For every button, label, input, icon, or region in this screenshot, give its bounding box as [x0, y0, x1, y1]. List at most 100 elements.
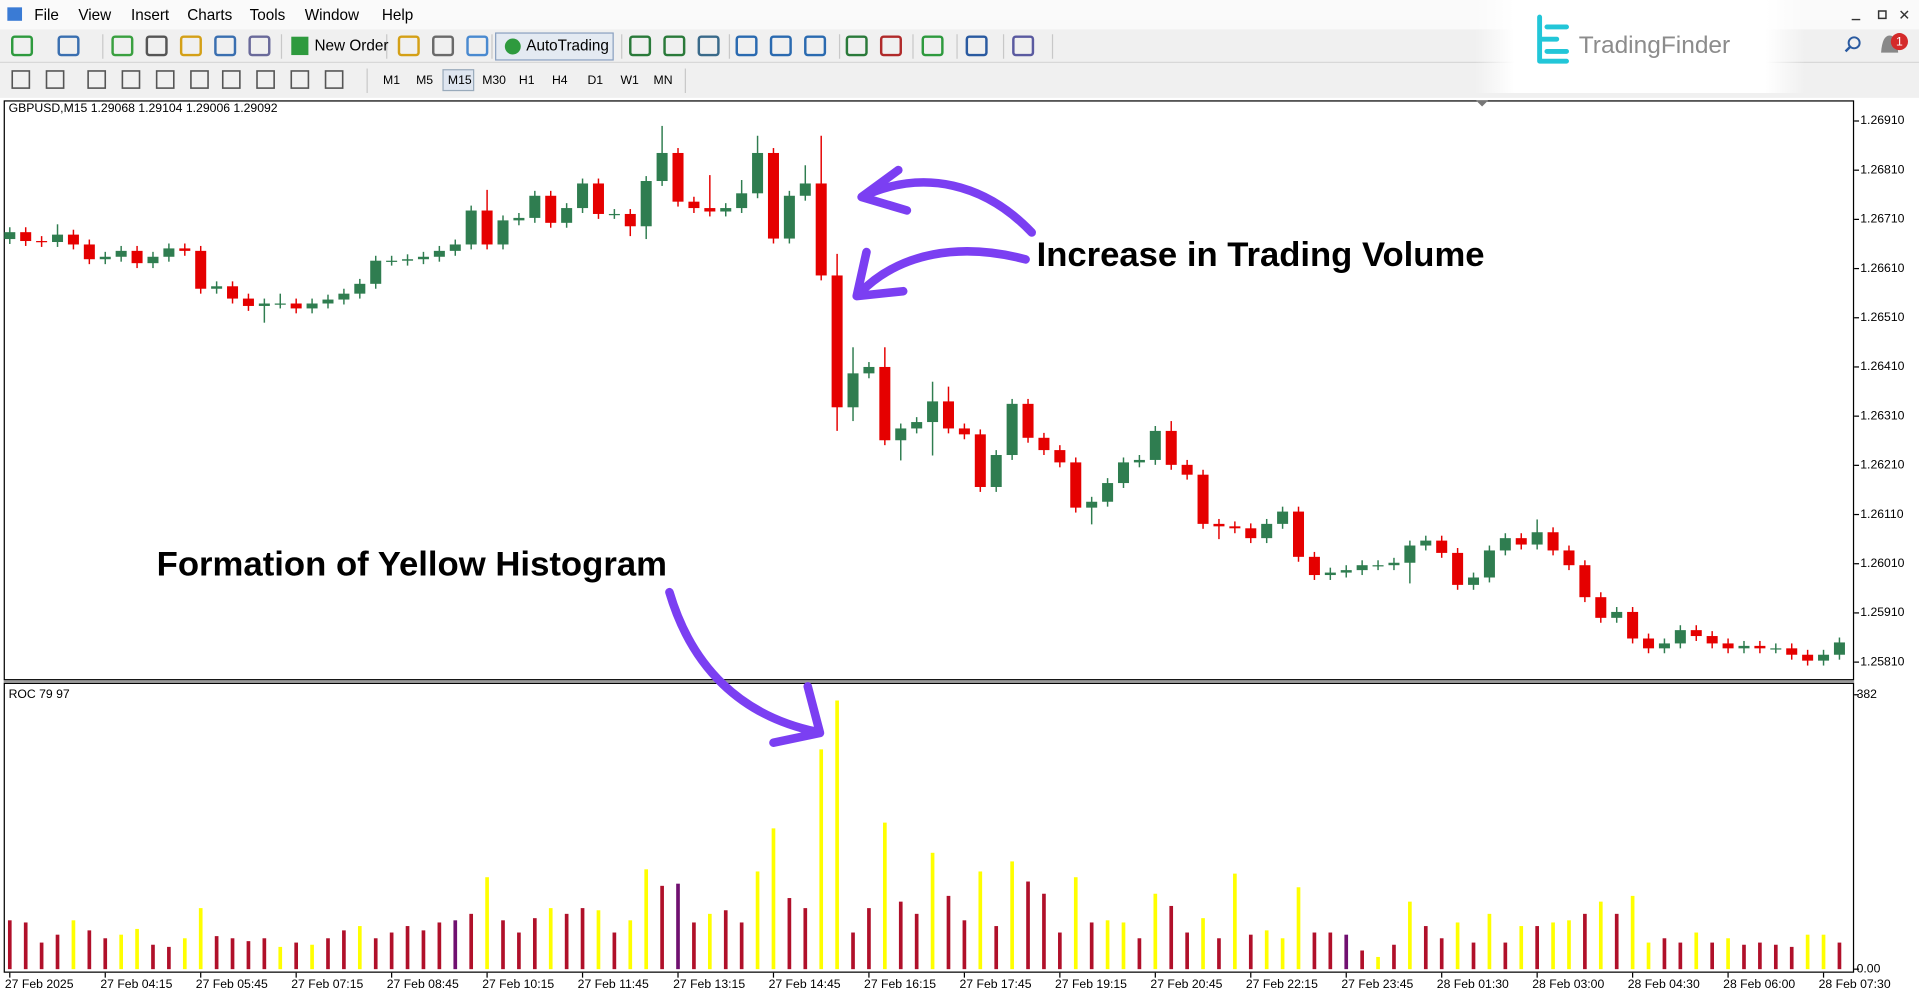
- histogram-bar: [1583, 913, 1587, 970]
- histogram-bar: [39, 942, 44, 970]
- menu-item[interactable]: Tools: [250, 7, 286, 24]
- toolbar-icon[interactable]: [769, 35, 792, 57]
- histogram-bar: [628, 920, 633, 970]
- histogram-bar: [357, 926, 362, 970]
- candle-body: [736, 193, 748, 209]
- menu-item[interactable]: Charts: [187, 7, 232, 24]
- histogram-bar: [87, 930, 92, 970]
- candle-body: [386, 260, 398, 262]
- drawing-tool[interactable]: [155, 70, 175, 89]
- menu-item[interactable]: Window: [305, 7, 360, 24]
- toolbar-icon[interactable]: [11, 35, 34, 57]
- new-order-button[interactable]: New Order: [315, 38, 389, 55]
- candle-body: [20, 232, 32, 242]
- time-label: 27 Feb 13:15: [673, 977, 745, 991]
- toolbar-icon[interactable]: [214, 35, 237, 57]
- price-label: 1.26710: [1860, 212, 1904, 226]
- toolbar-icon[interactable]: [629, 35, 652, 57]
- histogram-bar: [1185, 932, 1189, 970]
- candle-body: [306, 303, 318, 309]
- timeframe-active: [442, 69, 475, 92]
- menu-item[interactable]: Insert: [131, 7, 170, 24]
- toolbar-icon[interactable]: [466, 35, 489, 57]
- histogram-bar: [1280, 938, 1285, 970]
- timeframe-button[interactable]: H1: [519, 73, 535, 87]
- timeframe-button[interactable]: D1: [587, 73, 603, 87]
- drawing-tool[interactable]: [324, 70, 344, 89]
- histogram-bar: [1010, 861, 1014, 970]
- menu-item[interactable]: File: [34, 7, 59, 24]
- toolbar-icon[interactable]: [432, 35, 455, 57]
- toolbar-icon[interactable]: [1012, 35, 1035, 57]
- autotrading-icon: [504, 38, 521, 55]
- timeframe-button[interactable]: M5: [416, 73, 433, 87]
- price-label: 1.26610: [1860, 261, 1904, 275]
- toolbar-icon[interactable]: [145, 35, 168, 57]
- time-label: 27 Feb 08:45: [387, 977, 459, 991]
- candle-body: [4, 232, 16, 240]
- drawing-tool[interactable]: [221, 70, 241, 89]
- candle-body: [927, 401, 939, 423]
- toolbar-icon[interactable]: [845, 35, 868, 57]
- candle-body: [36, 241, 48, 243]
- menu-item[interactable]: Help: [382, 7, 413, 24]
- histogram-bar: [1503, 942, 1508, 970]
- candle-body: [338, 293, 350, 300]
- price-label: 1.25810: [1860, 654, 1904, 668]
- histogram-bar: [1042, 893, 1046, 970]
- candle-body: [1563, 550, 1575, 566]
- toolbar-icon[interactable]: [965, 35, 988, 57]
- candle-body: [179, 248, 191, 251]
- candle-body: [1627, 611, 1639, 639]
- candle-body: [863, 366, 875, 374]
- autotrading-button[interactable]: AutoTrading: [526, 38, 609, 55]
- toolbar-icon[interactable]: [248, 35, 271, 57]
- toolbar-icon[interactable]: [663, 35, 686, 57]
- drawing-tool[interactable]: [87, 70, 107, 89]
- menu-item[interactable]: View: [78, 7, 112, 24]
- histogram-bar: [644, 869, 649, 970]
- histogram-bar: [994, 926, 999, 970]
- timeframe-button[interactable]: MN: [654, 73, 673, 87]
- timeframe-button[interactable]: M30: [482, 73, 506, 87]
- toolbar-icon[interactable]: [804, 35, 827, 57]
- toolbar-icon[interactable]: [697, 35, 720, 57]
- timeframe-button[interactable]: W1: [620, 73, 639, 87]
- price-label: 1.26810: [1860, 162, 1904, 176]
- candle-body: [1054, 450, 1066, 463]
- search-icon[interactable]: [1847, 36, 1861, 50]
- histogram-bar: [1217, 938, 1221, 970]
- toolbar-icon[interactable]: [111, 35, 134, 57]
- candle-body: [1356, 565, 1368, 571]
- histogram-bar: [1312, 932, 1317, 970]
- candle-body: [1102, 483, 1114, 502]
- time-label: 27 Feb 11:45: [578, 977, 649, 991]
- drawing-tool[interactable]: [256, 70, 275, 89]
- histogram-bar: [1471, 942, 1476, 970]
- candle-body: [274, 303, 286, 305]
- candle-body: [147, 256, 159, 264]
- toolbar-icon[interactable]: [879, 35, 902, 57]
- candle-body: [656, 152, 668, 182]
- toolbar-icon[interactable]: [735, 35, 758, 57]
- toolbar-icon[interactable]: [179, 35, 202, 57]
- toolbar-icon[interactable]: [397, 35, 420, 57]
- candle-body: [513, 217, 525, 221]
- time-label: 27 Feb 19:15: [1055, 977, 1127, 991]
- drawing-tool[interactable]: [45, 70, 65, 89]
- toolbar-icon[interactable]: [57, 35, 80, 57]
- candle-body: [242, 298, 254, 306]
- arrow-head: [852, 247, 908, 301]
- toolbar-icon[interactable]: [921, 35, 944, 57]
- drawing-tool[interactable]: [190, 70, 209, 89]
- drawing-tool[interactable]: [290, 70, 310, 89]
- timeframe-button[interactable]: M15: [448, 73, 472, 87]
- candle-body: [1197, 474, 1209, 524]
- drawing-tool[interactable]: [121, 70, 141, 89]
- timeframe-button[interactable]: H4: [552, 73, 568, 87]
- candle-body: [720, 208, 732, 212]
- drawing-tool[interactable]: [11, 70, 31, 89]
- timeframe-button[interactable]: M1: [383, 73, 400, 87]
- window-controls[interactable]: [1851, 10, 1909, 21]
- search-handle: [1844, 45, 1852, 53]
